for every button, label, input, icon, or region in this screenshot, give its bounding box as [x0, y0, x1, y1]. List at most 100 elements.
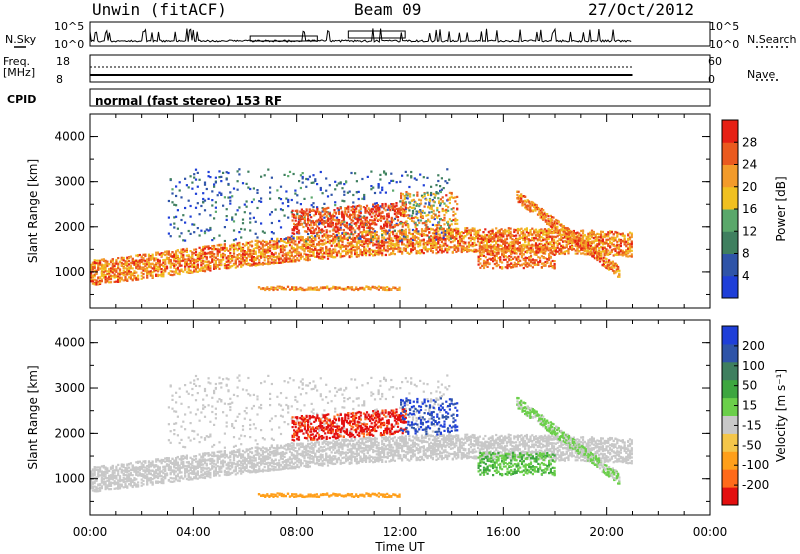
scatter-cell — [404, 238, 407, 241]
scatter-cell — [149, 270, 152, 273]
scatter-cell — [618, 239, 621, 242]
scatter-cell — [419, 209, 422, 212]
scatter-cell — [334, 230, 338, 233]
scatter-cell — [437, 197, 440, 200]
scatter-cell — [326, 195, 330, 198]
scatter-cell — [249, 217, 252, 220]
scatter-cell — [383, 237, 386, 240]
scatter-cell — [205, 263, 208, 266]
scatter-cell — [209, 253, 212, 256]
scatter-cell — [301, 172, 304, 175]
scatter-cell — [416, 216, 419, 220]
scatter-cell — [486, 234, 489, 237]
scatter-cell — [605, 253, 608, 256]
scatter-cell — [279, 245, 283, 248]
scatter-cell — [428, 227, 431, 230]
scatter-cell — [187, 229, 190, 233]
scatter-cell — [291, 286, 294, 289]
scatter-cell — [623, 251, 626, 254]
scatter-cell — [91, 262, 94, 265]
scatter-cell — [333, 215, 336, 218]
scatter-cell — [373, 243, 377, 246]
scatter-cell — [386, 245, 389, 248]
scatter-cell — [363, 288, 366, 291]
scatter-cell — [466, 250, 469, 253]
scatter-cell — [493, 234, 496, 237]
scatter-cell — [423, 221, 426, 224]
scatter-cell — [296, 237, 299, 240]
scatter-cell — [294, 251, 297, 254]
scatter-cell — [460, 234, 463, 238]
scatter-cell — [569, 241, 572, 245]
scatter-cell — [630, 255, 633, 258]
scatter-cell — [260, 247, 263, 250]
scatter-cell — [370, 170, 373, 173]
scatter-cell — [261, 246, 264, 249]
scatter-cell — [607, 231, 610, 234]
scatter-cell — [176, 249, 179, 252]
scatter-cell — [373, 206, 376, 209]
scatter-cell — [511, 251, 514, 254]
scatter-cell — [442, 187, 445, 190]
scatter-cell — [364, 208, 367, 211]
scatter-cell — [312, 181, 315, 184]
scatter-cell — [516, 247, 519, 250]
scatter-cell — [361, 251, 364, 254]
scatter-cell — [422, 184, 425, 187]
scatter-cell — [451, 236, 454, 239]
scatter-cell — [413, 230, 416, 233]
scatter-cell — [106, 270, 109, 273]
scatter-cell — [196, 257, 199, 260]
scatter-cell — [317, 227, 321, 230]
scatter-cell — [348, 214, 352, 217]
scatter-cell — [600, 250, 603, 253]
scatter-cell — [433, 232, 436, 235]
scatter-cell — [338, 212, 341, 215]
scatter-cell — [291, 213, 294, 216]
scatter-cell — [379, 240, 382, 243]
scatter-cell — [491, 230, 494, 233]
scatter-cell — [357, 190, 360, 193]
scatter-cell — [162, 275, 165, 278]
scatter-cell — [547, 229, 550, 233]
scatter-cell — [287, 257, 290, 260]
scatter-cell — [249, 254, 252, 257]
scatter-cell — [405, 220, 408, 223]
scatter-cell — [414, 201, 417, 204]
scatter-cell — [388, 244, 391, 248]
scatter-cell — [165, 257, 169, 260]
scatter-cell — [169, 262, 172, 265]
scatter-cell — [337, 251, 340, 254]
scatter-cell — [502, 235, 505, 238]
scatter-cell — [466, 233, 469, 236]
scatter-cell — [372, 186, 375, 189]
scatter-cell — [155, 257, 158, 260]
scatter-cell — [598, 247, 601, 250]
scatter-cell — [609, 237, 612, 240]
scatter-cell — [373, 285, 376, 289]
scatter-cell — [529, 229, 532, 232]
scatter-cell — [109, 267, 113, 270]
scatter-cell — [504, 242, 507, 245]
scatter-cell — [430, 248, 433, 251]
scatter-cell — [348, 244, 351, 247]
scatter-cell — [211, 248, 214, 251]
scatter-cell — [612, 244, 615, 247]
scatter-cell — [343, 190, 346, 193]
scatter-cell — [222, 248, 225, 251]
scatter-cell — [227, 257, 230, 260]
scatter-cell — [384, 224, 387, 227]
scatter-cell — [348, 226, 352, 229]
scatter-cell — [160, 254, 163, 257]
scatter-cell — [302, 212, 305, 215]
scatter-cell — [332, 232, 335, 236]
scatter-cell — [223, 239, 226, 243]
scatter-cell — [388, 232, 391, 235]
scatter-cell — [398, 212, 401, 215]
scatter-cell — [293, 216, 296, 219]
scatter-cell — [167, 261, 170, 264]
scatter-cell — [359, 235, 362, 238]
scatter-cell — [370, 188, 373, 191]
scatter-cell — [567, 248, 570, 251]
scatter-cell — [601, 247, 604, 250]
